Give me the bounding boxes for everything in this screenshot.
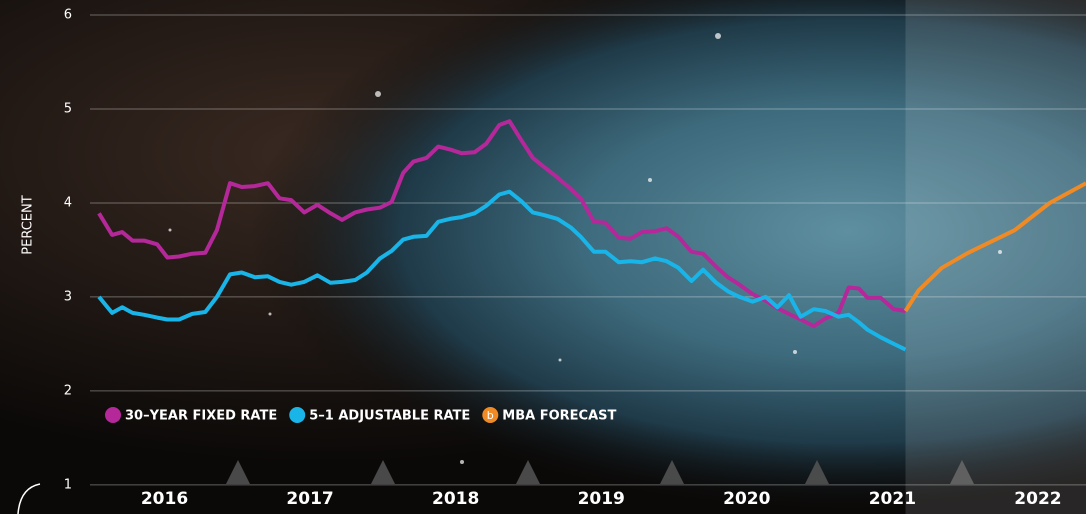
legend-marker <box>289 407 305 423</box>
x-tick-label: 2021 <box>869 489 916 509</box>
chart: PERCENT 1 2 3 4 5 6 2016 2017 2018 2019 2020 2021 20… <box>0 0 1086 514</box>
x-tick-label: 2022 <box>1014 489 1061 509</box>
x-tick-label: 2019 <box>578 489 625 509</box>
y-tick-label: 3 <box>64 289 72 304</box>
x-tick-label: 2020 <box>723 489 770 509</box>
y-tick-label: 6 <box>64 8 72 23</box>
x-tick-label: 2017 <box>286 489 333 509</box>
legend-marker-text: b <box>487 409 494 422</box>
forecast-region <box>905 0 1086 514</box>
y-axis-label: PERCENT <box>21 195 36 254</box>
legend-label: MBA FORECAST <box>502 409 616 424</box>
y-tick-label: 5 <box>64 102 72 117</box>
y-tick-label: 2 <box>64 383 72 398</box>
x-tick-label: 2016 <box>141 489 188 509</box>
y-tick-label: 4 <box>64 195 72 210</box>
x-tick-label: 2018 <box>432 489 479 509</box>
legend-marker <box>105 407 121 423</box>
legend-label: 5–1 ADJUSTABLE RATE <box>309 409 470 424</box>
y-tick-label: 1 <box>64 477 72 492</box>
legend-label: 30–YEAR FIXED RATE <box>125 409 277 424</box>
page: {"chart_data": { "type": "line", "y_labe… <box>0 0 1086 514</box>
